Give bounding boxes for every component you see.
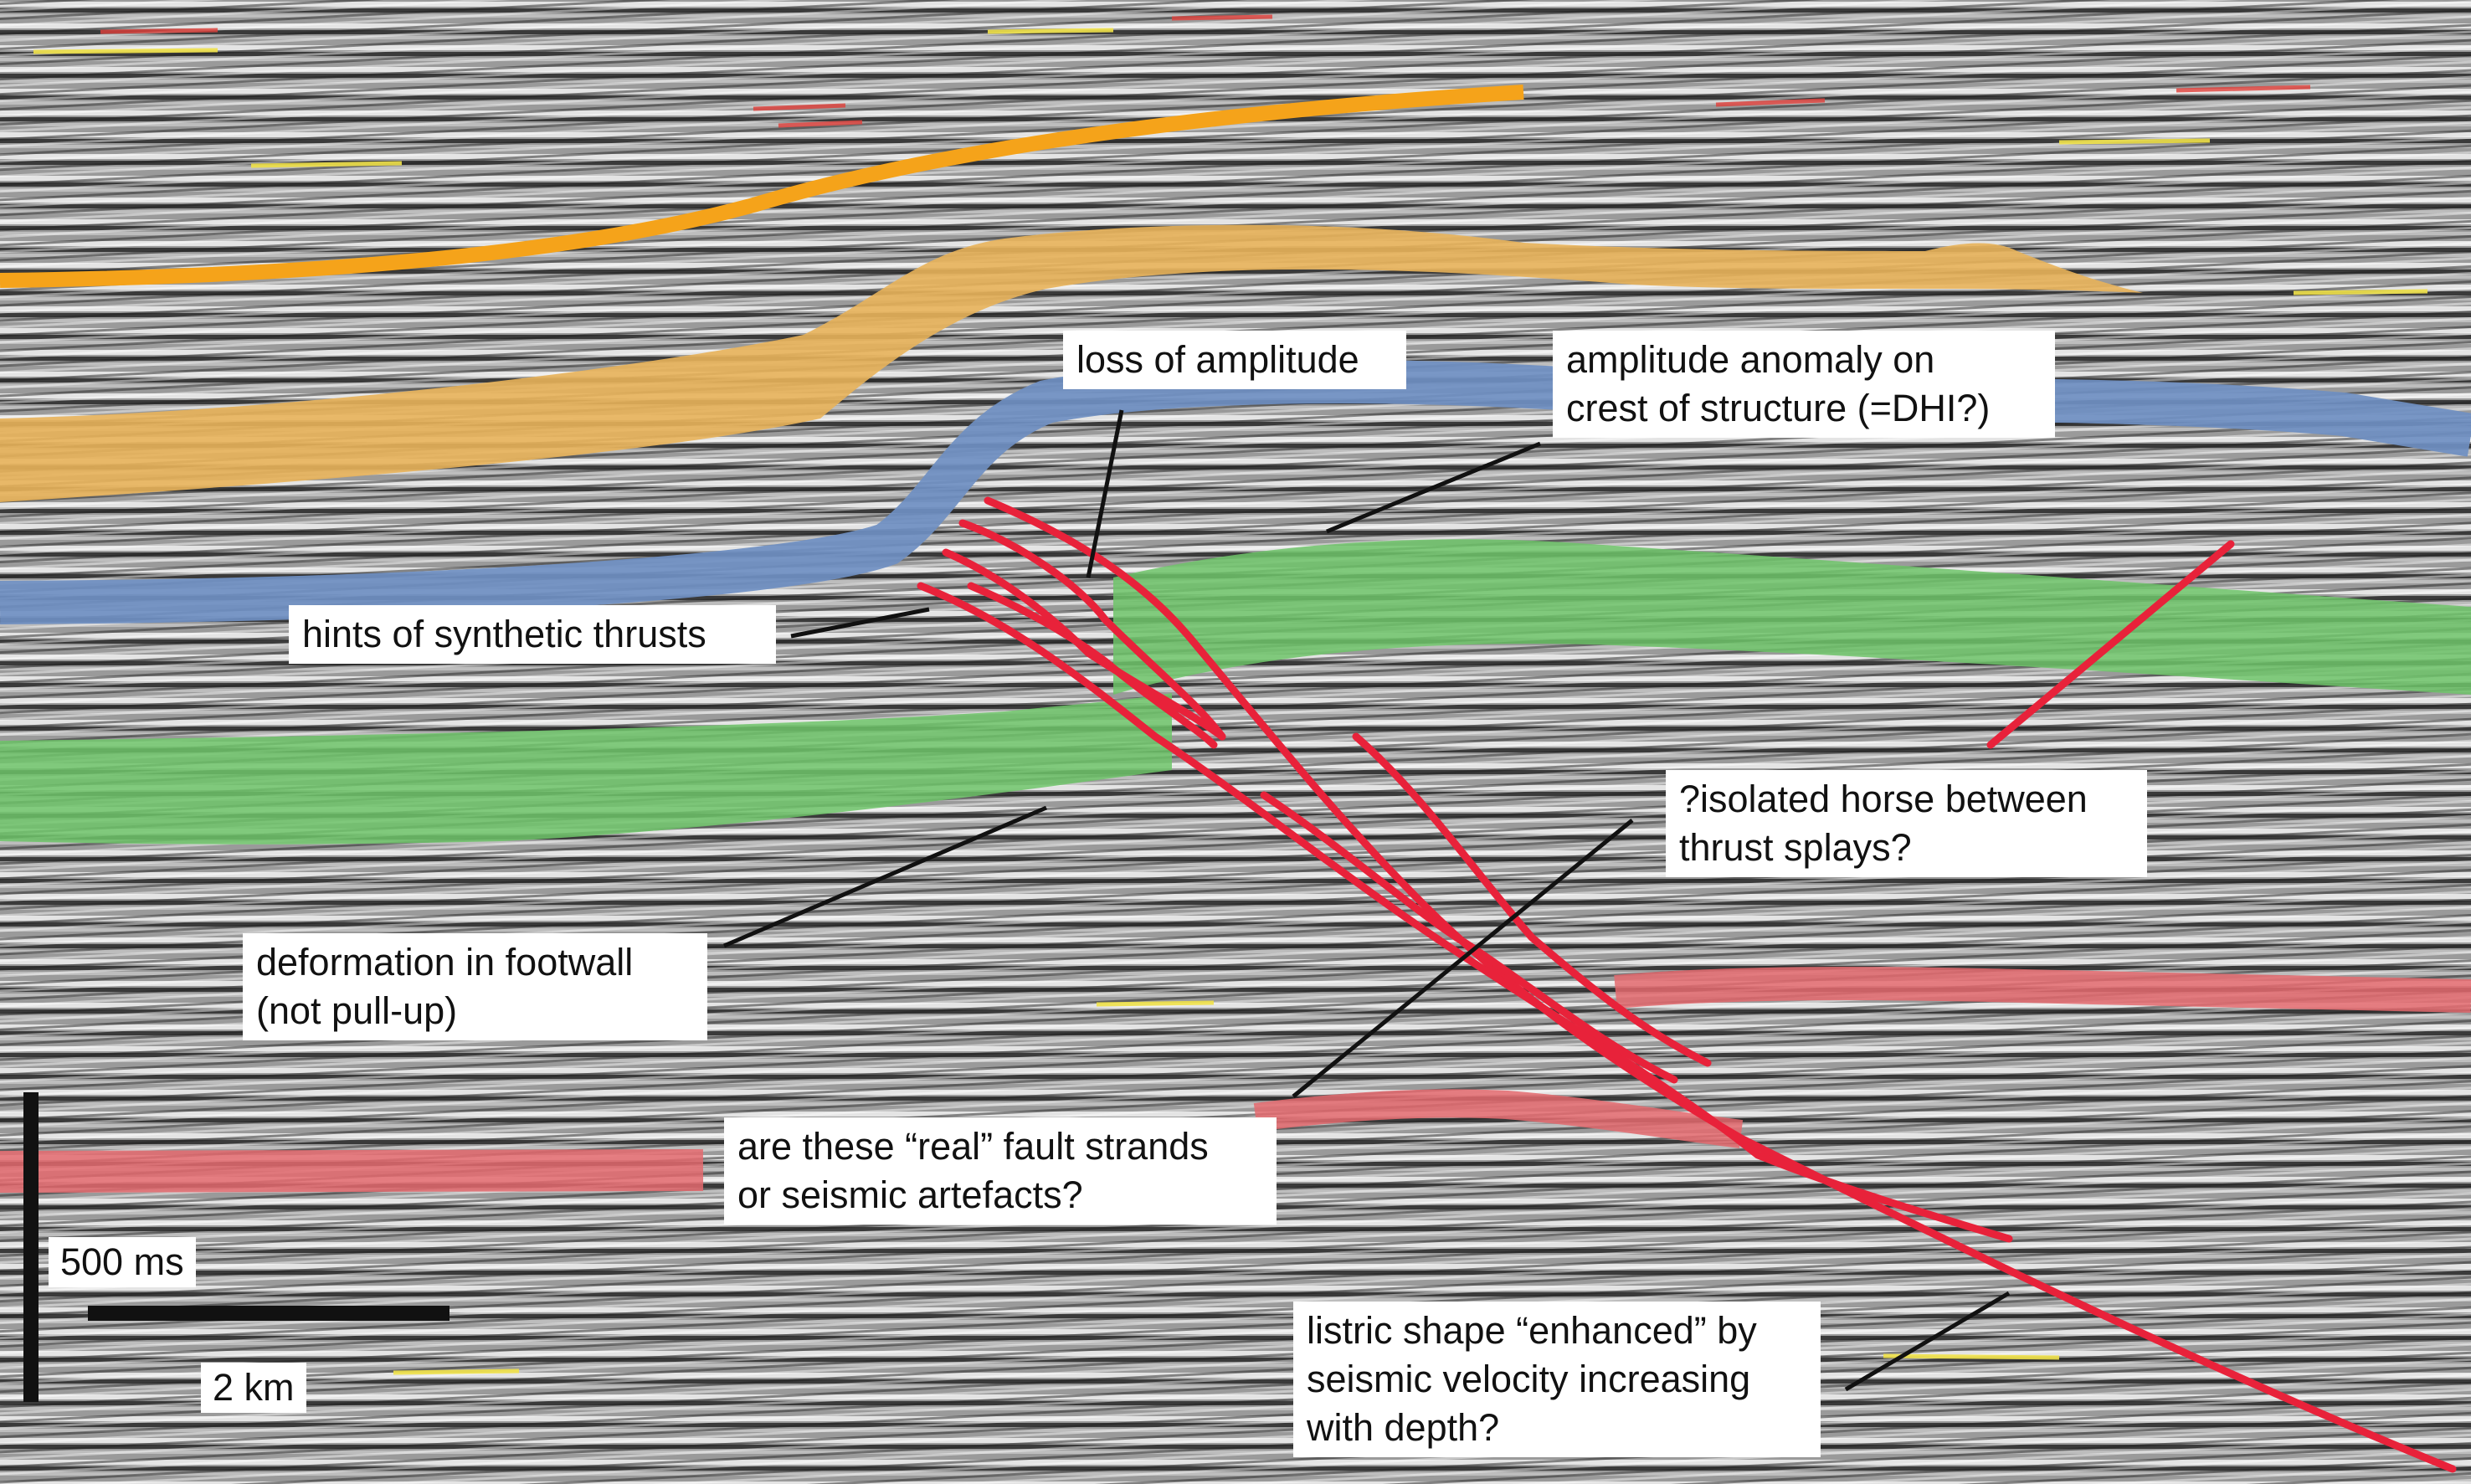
vertical-scale-label: 500 ms	[49, 1237, 196, 1287]
label-loss-of-amplitude: loss of amplitude	[1063, 331, 1406, 389]
label-line: seismic velocity increasing	[1307, 1358, 1751, 1400]
label-amplitude-anomaly: amplitude anomaly on crest of structure …	[1553, 331, 2055, 438]
label-line: (not pull-up)	[256, 989, 458, 1032]
label-line: deformation in footwall	[256, 941, 634, 983]
leader-listric	[1844, 1291, 2011, 1392]
label-line: thrust splays?	[1679, 826, 1912, 869]
label-line: hints of synthetic thrusts	[302, 613, 706, 655]
label-line: or seismic artefacts?	[737, 1173, 1083, 1216]
label-line: amplitude anomaly on	[1566, 338, 1935, 381]
horizontal-scale-bar	[88, 1306, 450, 1321]
label-listric-shape: listric shape “enhanced” by seismic velo…	[1293, 1302, 1821, 1457]
horizon-pink-right	[1614, 967, 2471, 1013]
leader-loss-of-amplitude	[1086, 409, 1124, 578]
vertical-scale-bar	[23, 1092, 39, 1402]
fault-isolated-right	[1986, 540, 2235, 749]
horizon-orange-band	[0, 224, 2143, 502]
leader-amplitude-anomaly	[1326, 441, 1541, 534]
fault-splay-4	[1260, 791, 1678, 1084]
label-line: are these “real” fault strands	[737, 1125, 1209, 1168]
label-line: with depth?	[1307, 1406, 1500, 1449]
horizon-pink-middle	[1253, 1089, 1744, 1148]
shallow-amplitude-streaks	[100, 14, 2311, 128]
label-isolated-horse: ?isolated horse between thrust splays?	[1666, 770, 2147, 877]
label-line: loss of amplitude	[1076, 338, 1359, 381]
fault-horse	[1352, 732, 1712, 1067]
fault-splay-3	[967, 582, 1218, 749]
horizon-green-upper	[1113, 539, 2471, 695]
leader-lines	[723, 409, 2011, 1392]
horizon-green-lower	[0, 693, 1172, 845]
fault-splay-1	[958, 519, 1226, 741]
leader-synthetic-thrusts	[790, 607, 930, 639]
label-footwall-deformation: deformation in footwall (not pull-up)	[243, 933, 707, 1040]
label-line: listric shape “enhanced” by	[1307, 1309, 1757, 1352]
label-line: crest of structure (=DHI?)	[1566, 387, 1991, 429]
horizon-orange-line	[0, 85, 1524, 288]
label-synthetic-thrusts: hints of synthetic thrusts	[289, 605, 776, 664]
horizontal-scale-label: 2 km	[201, 1363, 306, 1413]
fault-main-upper	[984, 496, 2457, 1473]
horizon-pink-left	[0, 1149, 704, 1193]
scale-bars	[23, 1092, 450, 1402]
leader-fault-strands	[1292, 819, 1634, 1098]
label-line: ?isolated horse between	[1679, 778, 2088, 820]
thrust-faults	[917, 496, 2457, 1473]
fault-main-lower	[917, 582, 2013, 1243]
leader-footwall	[723, 805, 1047, 948]
yellow-amplitude-streaks	[33, 28, 2428, 1375]
label-fault-strands: are these “real” fault strands or seismi…	[724, 1117, 1277, 1225]
